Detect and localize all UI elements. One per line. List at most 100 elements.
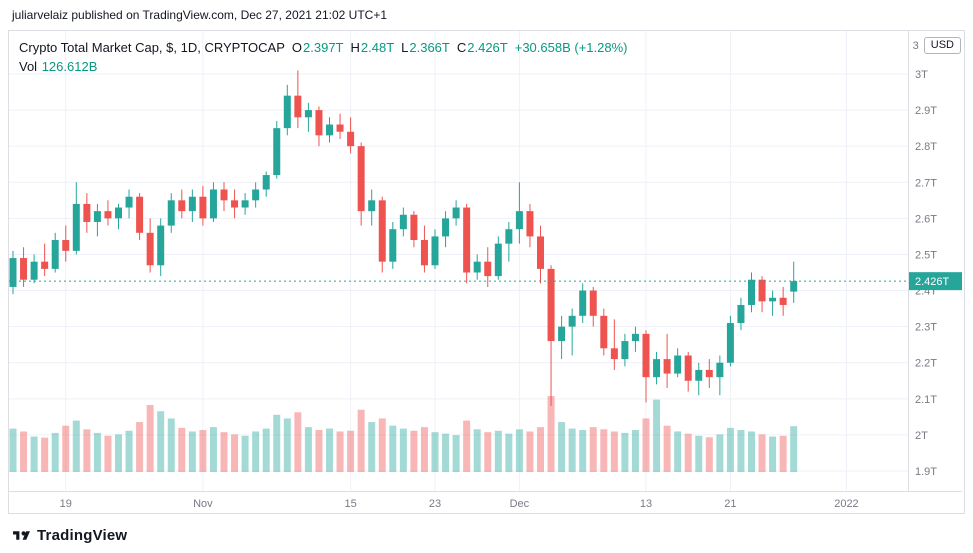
price-axis-header: 3 USD [913, 37, 961, 54]
candle-body [420, 240, 428, 266]
candle-body [357, 146, 365, 212]
time-tick-label[interactable]: 2022 [834, 498, 858, 510]
high-label: H [350, 40, 360, 55]
volume-bar [30, 436, 38, 472]
currency-unit-button[interactable]: USD [923, 37, 961, 54]
chart-frame: Crypto Total Market Cap, $, 1D, CRYPTOCA… [8, 30, 965, 514]
volume-bar [347, 430, 355, 472]
price-tick-label[interactable]: 2.7T [915, 177, 937, 189]
candle-body [199, 196, 207, 219]
volume-bar [790, 426, 798, 472]
price-tick-label[interactable]: 2.2T [915, 358, 937, 370]
volume-value: 126.612B [41, 59, 98, 74]
candle-body [93, 211, 101, 222]
candle-body [72, 203, 80, 251]
candle-body [568, 315, 576, 327]
candle-body [326, 124, 333, 136]
volume-bar [146, 405, 154, 472]
time-tick-label[interactable]: 21 [724, 498, 736, 510]
candle-body [304, 110, 312, 118]
candle-body [125, 196, 133, 208]
volume-bar [209, 427, 217, 472]
candle-body [41, 261, 49, 269]
volume-bar [526, 431, 534, 472]
low-value: 2.366T [409, 40, 450, 55]
time-tick-label[interactable]: 23 [429, 498, 441, 510]
candle-body [748, 279, 755, 305]
volume-bar [431, 432, 439, 472]
candle-body [505, 229, 513, 244]
candle-body [378, 200, 386, 262]
close-label: C [456, 40, 467, 55]
price-tick-label[interactable]: 2.3T [915, 322, 937, 334]
volume-bar [621, 432, 629, 472]
time-tick-label[interactable]: 19 [60, 498, 72, 510]
volume-bar [104, 435, 112, 472]
candle-body [368, 200, 376, 212]
volume-bar [41, 437, 49, 472]
volume-bar [589, 427, 597, 472]
chart-legend: Crypto Total Market Cap, $, 1D, CRYPTOCA… [19, 38, 627, 76]
volume-bar [568, 428, 576, 472]
volume-bar [9, 428, 17, 472]
legend-line-volume: Vol 126.612B [19, 57, 627, 76]
candle-body [30, 261, 38, 280]
candle-body [452, 207, 460, 219]
candle-body [473, 261, 481, 273]
volume-bar [705, 437, 713, 472]
volume-bar [442, 433, 450, 472]
volume-bar [515, 429, 523, 472]
candle-body [716, 362, 724, 378]
price-tick-label[interactable]: 2.1T [915, 394, 937, 406]
volume-bar [326, 428, 333, 472]
time-tick-label[interactable]: 13 [640, 498, 652, 510]
candle-body [51, 240, 59, 269]
time-tick-label[interactable]: Nov [193, 498, 213, 510]
volume-bar [178, 427, 186, 472]
volume-bar [653, 399, 661, 472]
tradingview-logo-icon[interactable] [12, 526, 31, 545]
candle-body [431, 236, 439, 266]
chart-title[interactable]: Crypto Total Market Cap, $, 1D, CRYPTOCA… [19, 40, 285, 55]
tradingview-brand-text[interactable]: TradingView [37, 526, 128, 544]
price-chart[interactable]: 3T2.9T2.8T2.7T2.6T2.5T2.4T2.3T2.2T2.1T2T… [9, 31, 964, 513]
price-tick-label[interactable]: 3T [915, 69, 928, 81]
candle-body [167, 200, 175, 226]
candle-body [769, 297, 777, 302]
candle-body [115, 207, 122, 219]
price-tick-label[interactable]: 2.8T [915, 141, 937, 153]
price-tick-label[interactable]: 2.6T [915, 213, 937, 225]
candle-body [547, 268, 555, 342]
price-tick-label[interactable]: 2.9T [915, 105, 937, 117]
time-tick-label[interactable]: 15 [344, 498, 356, 510]
close-value: 2.426T [467, 40, 508, 55]
price-tick-label[interactable]: 2.5T [915, 249, 937, 261]
candle-body [157, 225, 165, 266]
price-tick-label[interactable]: 2T [915, 430, 928, 442]
volume-bar [737, 430, 745, 472]
candle-body [146, 232, 154, 266]
volume-bar [20, 431, 28, 472]
legend-line-main: Crypto Total Market Cap, $, 1D, CRYPTOCA… [19, 38, 627, 57]
candle-body [790, 281, 798, 292]
candle-body [273, 128, 281, 176]
candle-body [684, 355, 692, 381]
candle-body [779, 297, 787, 305]
volume-bar [610, 431, 618, 472]
open-value: 2.397T [303, 40, 344, 55]
volume-bar [167, 418, 175, 472]
time-tick-label[interactable]: Dec [510, 498, 530, 510]
volume-bar [726, 427, 734, 472]
volume-bar [262, 428, 270, 472]
candle-body [610, 348, 618, 360]
volume-bar [252, 431, 260, 472]
volume-bar [199, 430, 207, 472]
volume-bar [769, 436, 777, 472]
volume-bar [220, 432, 228, 472]
candle-body [136, 196, 144, 233]
volume-bar [473, 429, 481, 472]
candle-body [252, 189, 260, 201]
price-tick-label[interactable]: 1.9T [915, 466, 937, 478]
candle-body [262, 175, 270, 190]
volume-bar [663, 425, 671, 472]
